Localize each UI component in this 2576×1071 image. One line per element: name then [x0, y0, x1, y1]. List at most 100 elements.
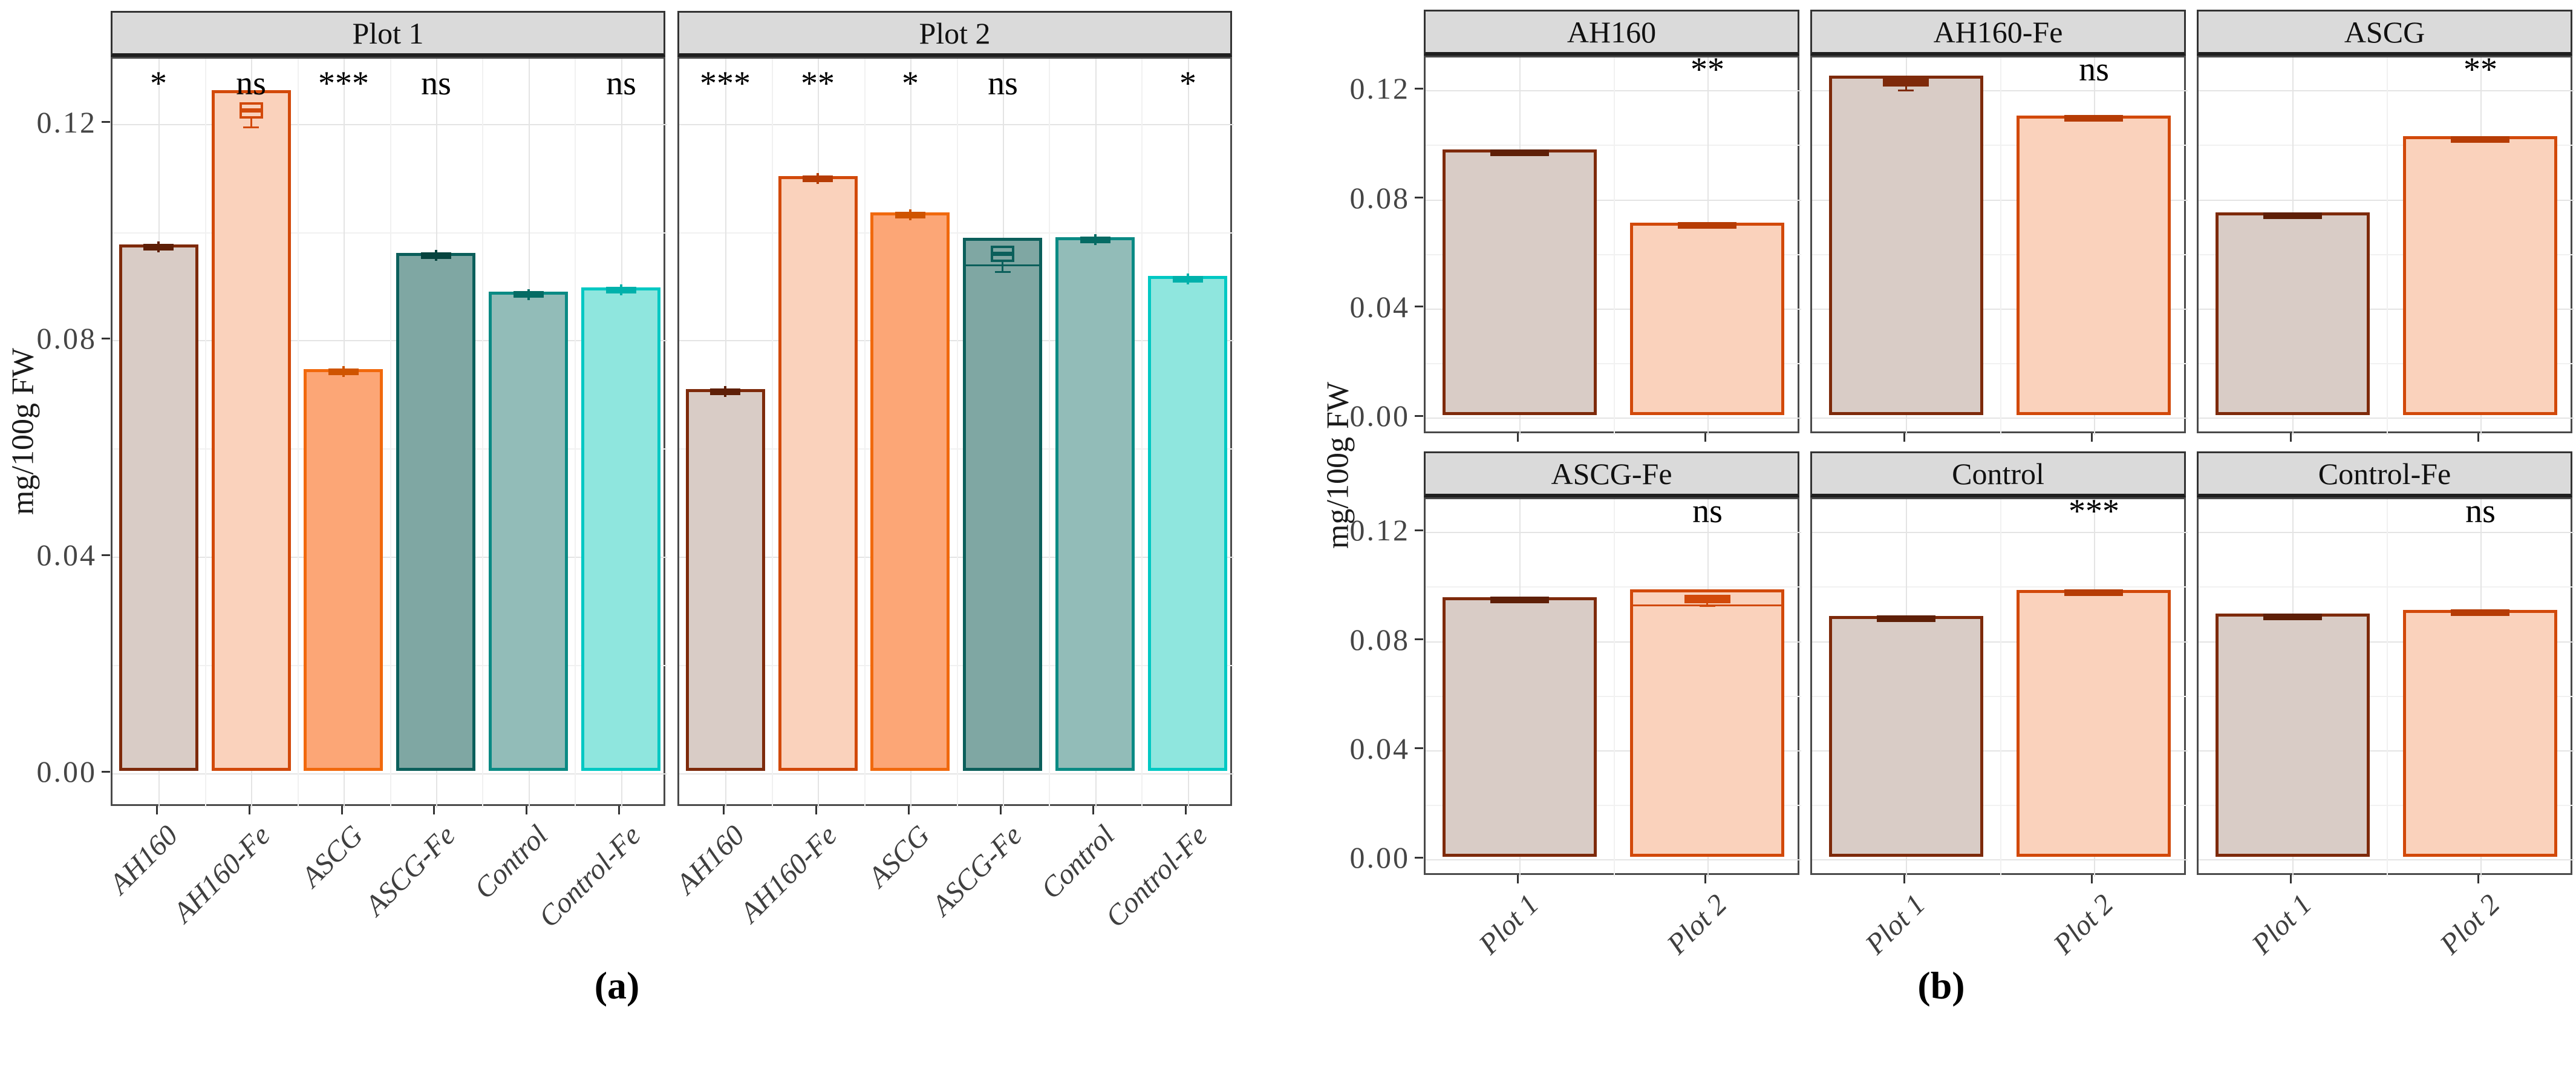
- bar-plot-1: [1829, 76, 1983, 415]
- boxplot-whisker: [1905, 87, 1907, 90]
- significance-label: **: [2464, 51, 2497, 88]
- error-bar-crossbar: [2064, 589, 2123, 596]
- gridline-minor-v: [482, 59, 483, 808]
- gridline-major-h: [1812, 200, 2188, 201]
- bar-plot-1: [1443, 597, 1597, 857]
- gridline-major-h: [1812, 859, 2188, 860]
- boxplot-whisker-cap: [995, 271, 1011, 273]
- x-tick-label-text: Plot 2: [2047, 888, 2120, 961]
- gridline-minor-h: [1426, 805, 1801, 806]
- error-bar-crossbar: [1173, 276, 1203, 283]
- y-tick-mark: [102, 338, 110, 339]
- x-tick-mark: [723, 806, 725, 814]
- y-tick-mark: [102, 121, 110, 123]
- bar-plot-1: [1829, 616, 1983, 857]
- y-tick-label: 0.12: [1349, 71, 1410, 105]
- error-bar-crossbar: [606, 287, 636, 293]
- gridline-major-h: [1426, 90, 1801, 91]
- facet-panel: ns: [1424, 493, 1801, 877]
- gridline-major-h: [2199, 641, 2574, 643]
- x-tick-label-text: Plot 2: [2433, 888, 2506, 961]
- error-bar-crossbar: [2064, 115, 2123, 122]
- y-tick-label: 0.08: [1349, 623, 1410, 657]
- gridline-major-h: [679, 557, 1234, 558]
- gridline-minor-h: [2199, 586, 2574, 588]
- bar-ah160: [686, 389, 765, 771]
- x-tick-label-text: Plot 1: [2245, 888, 2318, 961]
- gridline-minor-v: [864, 59, 866, 808]
- error-bar-crossbar: [1490, 597, 1549, 603]
- x-tick-mark: [1704, 875, 1706, 883]
- facet-title: Plot 2: [919, 16, 991, 50]
- bar-control: [1055, 237, 1135, 771]
- gridline-minor-h: [1426, 586, 1801, 588]
- y-axis-label-text: mg/100g FW: [5, 348, 41, 515]
- facet-title: Control-Fe: [2318, 456, 2451, 491]
- significance-label: **: [801, 65, 835, 102]
- significance-label: ns: [988, 65, 1018, 102]
- x-tick-label-text: Control: [468, 819, 555, 905]
- facet-strip: Control: [1810, 451, 2186, 497]
- facet-strip: AH160: [1424, 10, 1799, 56]
- gridline-minor-h: [1812, 586, 2188, 588]
- boxplot-median: [991, 252, 1014, 256]
- gridline-minor-v: [772, 59, 773, 808]
- error-bar-crossbar: [514, 291, 544, 298]
- bar-plot-2: [1630, 589, 1784, 857]
- gridline-minor-v: [2000, 57, 2001, 435]
- significance-label: ns: [2079, 51, 2109, 88]
- error-bar-crossbar: [710, 388, 740, 395]
- x-tick-mark: [341, 806, 343, 814]
- x-tick-mark: [815, 806, 817, 814]
- facet-title: ASCG: [2344, 15, 2425, 49]
- y-tick-label: 0.08: [1349, 181, 1410, 215]
- y-tick-mark: [1415, 415, 1423, 417]
- gridline-minor-h: [112, 448, 667, 450]
- gridline-major-h: [112, 340, 667, 341]
- bar-ah160-fe: [212, 90, 291, 771]
- gridline-minor-h: [2199, 254, 2574, 255]
- gridline-major-h: [679, 773, 1234, 775]
- facet-title: ASCG-Fe: [1551, 456, 1672, 491]
- gridline-minor-h: [2199, 696, 2574, 697]
- x-tick-mark: [2091, 875, 2093, 883]
- significance-label: ns: [421, 65, 451, 102]
- x-tick-mark: [249, 806, 250, 814]
- significance-label: ns: [1692, 493, 1723, 530]
- gridline-major-h: [1812, 641, 2188, 643]
- facet-strip: ASCG-Fe: [1424, 451, 1799, 497]
- gridline-minor-h: [2199, 145, 2574, 146]
- bar-ascg-fe: [963, 238, 1042, 771]
- error-bar-crossbar: [1678, 222, 1736, 229]
- bar-plot-2: [2403, 610, 2557, 857]
- y-tick-mark: [1415, 88, 1423, 90]
- x-tick-label-text: Control: [1035, 819, 1121, 905]
- y-tick-label: 0.12: [36, 105, 97, 139]
- gridline-minor-h: [112, 232, 667, 234]
- x-tick-mark: [1903, 433, 1905, 442]
- significance-label: **: [1691, 51, 1724, 88]
- bar-ah160-fe: [778, 176, 858, 771]
- significance-label: ***: [700, 65, 751, 102]
- y-tick-mark: [1415, 747, 1423, 749]
- gridline-major-h: [1426, 641, 1801, 643]
- x-tick-mark: [2290, 433, 2292, 442]
- y-tick-mark: [1415, 306, 1423, 307]
- gridline-minor-h: [1426, 696, 1801, 697]
- gridline-major-h: [1426, 532, 1801, 533]
- y-tick-label: 0.04: [1349, 290, 1410, 324]
- x-tick-label-text: Plot 1: [1859, 888, 1932, 961]
- error-bar-crossbar: [328, 368, 359, 375]
- gridline-major-h: [1426, 200, 1801, 201]
- facet-panel: ***: [1810, 494, 2188, 877]
- gridline-major-h: [2199, 418, 2574, 419]
- bar-plot-2: [2017, 116, 2171, 415]
- y-tick-mark: [102, 554, 110, 556]
- y-tick-mark: [1415, 638, 1423, 640]
- gridline-minor-h: [679, 665, 1234, 666]
- x-tick-mark: [433, 806, 435, 814]
- facet-panel: *** ** * ns *: [677, 57, 1234, 808]
- gridline-minor-v: [1049, 59, 1050, 808]
- gridline-minor-h: [112, 665, 667, 666]
- boxplot-whisker-cap: [243, 126, 259, 128]
